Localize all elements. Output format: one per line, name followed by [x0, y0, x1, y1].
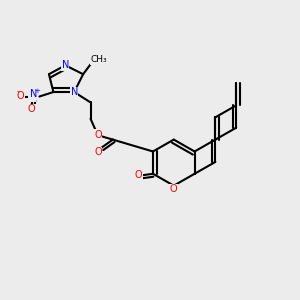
Text: N: N	[70, 87, 78, 97]
Text: O: O	[94, 130, 102, 140]
Text: O: O	[17, 91, 25, 100]
Text: N: N	[28, 92, 35, 101]
Text: N: N	[61, 60, 69, 70]
Text: O: O	[135, 170, 142, 180]
Text: O: O	[94, 147, 102, 157]
Text: CH₃: CH₃	[90, 56, 107, 64]
Text: -: -	[17, 88, 20, 97]
Text: O: O	[28, 104, 35, 114]
Text: +: +	[34, 88, 40, 94]
Text: N: N	[30, 89, 37, 99]
Text: N: N	[28, 92, 35, 101]
Text: O: O	[170, 184, 178, 194]
